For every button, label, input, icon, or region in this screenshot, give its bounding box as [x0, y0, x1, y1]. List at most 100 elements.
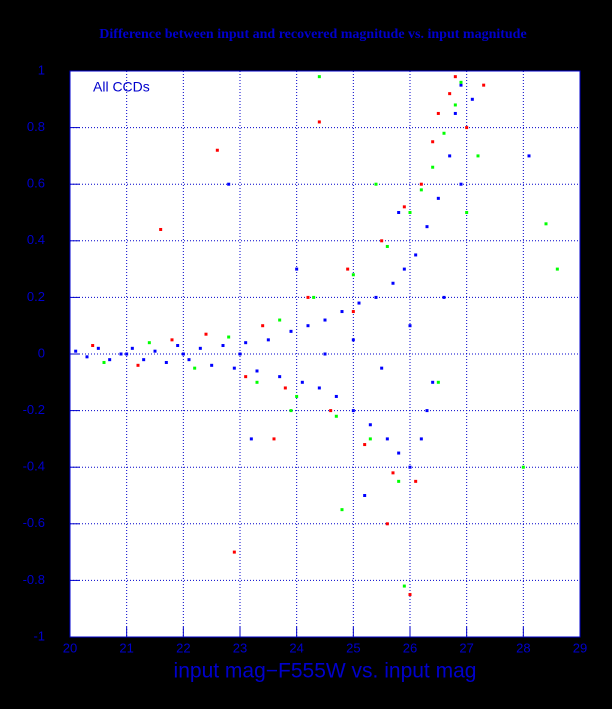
point: [431, 380, 435, 384]
point: [181, 352, 185, 356]
point: [227, 335, 231, 339]
point: [391, 471, 395, 475]
point: [176, 344, 180, 348]
point: [351, 310, 355, 314]
point: [136, 363, 140, 367]
y-tick-label: -0.4: [23, 459, 45, 474]
point: [215, 148, 219, 152]
annotation: All CCDs: [93, 79, 150, 95]
y-tick-label: 0.4: [27, 232, 45, 247]
point: [436, 380, 440, 384]
point: [408, 593, 412, 597]
point: [368, 437, 372, 441]
point: [368, 423, 372, 427]
point: [374, 295, 378, 299]
y-tick-label: 0.2: [27, 289, 45, 304]
point: [329, 409, 333, 413]
point: [453, 111, 457, 115]
point: [170, 338, 174, 342]
point: [363, 494, 367, 497]
point: [306, 324, 310, 328]
point: [397, 211, 401, 214]
point: [85, 355, 89, 359]
point: [249, 437, 253, 441]
point: [408, 211, 412, 214]
point: [317, 75, 321, 79]
point: [363, 443, 367, 447]
point: [408, 324, 412, 328]
point: [414, 253, 418, 257]
point: [419, 188, 423, 192]
point: [108, 358, 112, 362]
point: [402, 584, 406, 588]
point: [300, 380, 304, 384]
point: [402, 205, 406, 209]
point: [289, 409, 293, 413]
point: [385, 437, 389, 441]
point: [312, 295, 316, 299]
point: [380, 239, 384, 243]
point: [391, 281, 395, 285]
point: [544, 222, 548, 226]
point: [419, 182, 423, 186]
point: [385, 244, 389, 248]
x-tick-label: 25: [346, 640, 360, 655]
point: [261, 324, 265, 328]
point: [210, 363, 214, 367]
point: [317, 120, 321, 124]
point: [442, 295, 446, 299]
x-tick-label: 28: [516, 640, 530, 655]
point: [431, 140, 435, 144]
point: [357, 301, 361, 305]
point: [385, 522, 389, 526]
point: [521, 465, 525, 469]
point: [244, 341, 248, 345]
point: [476, 154, 480, 158]
x-tick-label: 24: [289, 640, 303, 655]
point: [187, 358, 191, 362]
point: [255, 369, 259, 373]
point: [346, 267, 350, 271]
point: [130, 346, 134, 350]
point: [374, 182, 378, 186]
point: [436, 111, 440, 115]
y-tick-label: 1: [38, 62, 45, 77]
plot-frame: [69, 70, 581, 638]
point: [227, 182, 231, 186]
point: [221, 344, 225, 348]
point: [306, 295, 310, 299]
point: [419, 437, 423, 441]
point: [397, 479, 401, 483]
point: [380, 366, 384, 370]
point: [102, 360, 106, 364]
point: [334, 414, 338, 418]
point: [323, 352, 327, 356]
point: [159, 227, 163, 231]
point: [153, 349, 157, 353]
point: [238, 352, 242, 356]
point: [255, 380, 259, 384]
point: [448, 92, 452, 96]
point: [459, 83, 463, 87]
point: [340, 310, 344, 314]
point: [91, 344, 95, 348]
point: [555, 267, 559, 271]
point: [442, 131, 446, 135]
y-tick-label: 0.8: [27, 119, 45, 134]
point: [414, 479, 418, 483]
x-tick-label: 26: [403, 640, 417, 655]
point: [119, 352, 123, 356]
point: [278, 375, 282, 379]
point: [431, 165, 435, 169]
x-tick-label: 29: [573, 640, 587, 655]
y-tick-label: -1: [33, 628, 45, 643]
point: [482, 83, 486, 87]
point: [317, 386, 321, 390]
y-tick-label: 0: [38, 345, 45, 360]
point: [272, 437, 276, 441]
point: [436, 196, 440, 200]
point: [147, 341, 151, 345]
point: [323, 318, 327, 322]
point: [459, 80, 463, 84]
